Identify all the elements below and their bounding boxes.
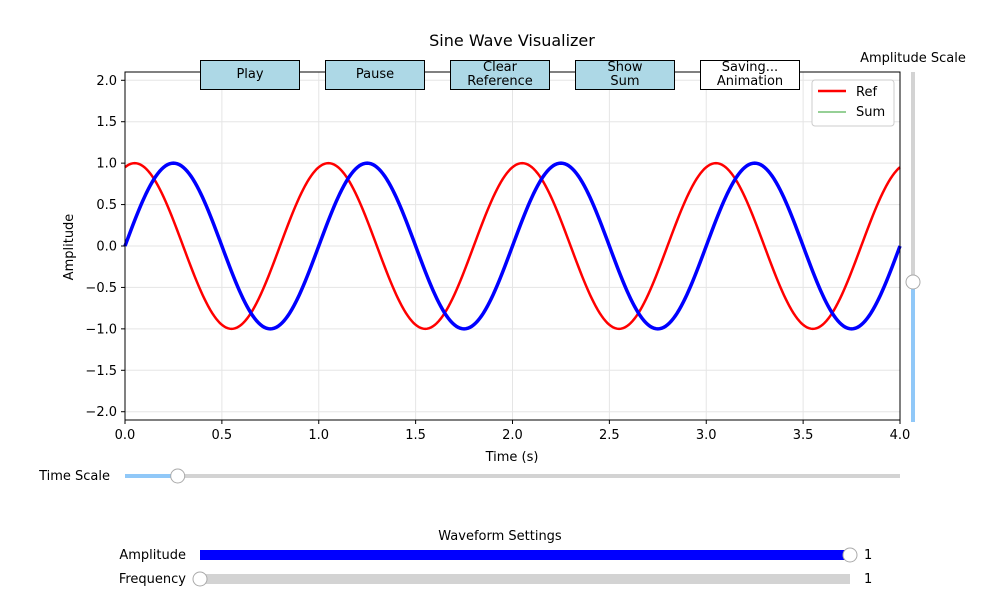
y-tick-label: 2.0	[96, 74, 117, 89]
clear-reference-button[interactable]: Clear Reference	[450, 60, 550, 90]
chart-title: Sine Wave Visualizer	[429, 31, 595, 50]
amplitude-setting-fill	[200, 550, 850, 560]
time-scale-fill	[125, 474, 178, 478]
x-tick-label: 0.0	[115, 428, 136, 443]
y-tick-label: 1.0	[96, 157, 117, 172]
x-tick-label: 3.5	[793, 428, 814, 443]
x-axis-label: Time (s)	[485, 450, 539, 465]
legend: Ref Sum	[811, 79, 895, 127]
show-sum-button[interactable]: Show Sum	[575, 60, 675, 90]
x-tick-label: 1.5	[405, 428, 426, 443]
legend-ref-label: Ref	[856, 85, 877, 100]
y-tick-label: −1.5	[85, 364, 117, 379]
pause-button[interactable]: Pause	[325, 60, 425, 90]
x-tick-label: 1.0	[308, 428, 329, 443]
wave-series-line	[123, 161, 902, 331]
ref-series-line	[124, 161, 901, 331]
amplitude-setting-handle[interactable]	[842, 547, 858, 563]
x-axis-ticks: 0.0 0.5 1.0 1.5 2.0 2.5 3.0 3.5 4.0	[115, 420, 911, 443]
legend-sum-label: Sum	[856, 105, 885, 120]
time-scale-track[interactable]	[125, 474, 900, 478]
x-tick-label: 2.5	[599, 428, 620, 443]
save-animation-button[interactable]: Saving... Animation	[700, 60, 800, 90]
time-scale-label: Time Scale	[38, 469, 110, 484]
frequency-setting-handle[interactable]	[192, 571, 208, 587]
y-tick-label: 0.0	[96, 240, 117, 255]
x-tick-label: 2.0	[502, 428, 523, 443]
y-tick-label: −2.0	[85, 405, 117, 420]
amplitude-scale-label: Amplitude Scale	[860, 51, 966, 66]
play-button[interactable]: Play	[200, 60, 300, 90]
frequency-setting-track[interactable]	[200, 574, 850, 584]
series-lines	[123, 161, 902, 331]
frequency-setting-label: Frequency	[119, 572, 186, 587]
amplitude-scale-track[interactable]	[911, 72, 915, 422]
x-tick-label: 0.5	[212, 428, 233, 443]
amplitude-scale-fill	[911, 282, 915, 422]
time-scale-handle[interactable]	[170, 468, 186, 484]
y-axis-ticks: −2.0 −1.5 −1.0 −0.5 0.0 0.5 1.0 1.5 2.0	[85, 74, 125, 420]
amplitude-setting-label: Amplitude	[119, 548, 186, 563]
frequency-setting-value: 1	[864, 572, 872, 587]
y-tick-label: 0.5	[96, 198, 117, 213]
y-tick-label: 1.5	[96, 115, 117, 130]
amplitude-scale-handle[interactable]	[905, 274, 921, 290]
y-axis-label: Amplitude	[62, 214, 77, 281]
amplitude-setting-value: 1	[864, 548, 872, 563]
x-tick-label: 3.0	[696, 428, 717, 443]
waveform-settings-title: Waveform Settings	[438, 529, 562, 544]
y-tick-label: −0.5	[85, 281, 117, 296]
y-tick-label: −1.0	[85, 322, 117, 337]
x-tick-label: 4.0	[890, 428, 911, 443]
